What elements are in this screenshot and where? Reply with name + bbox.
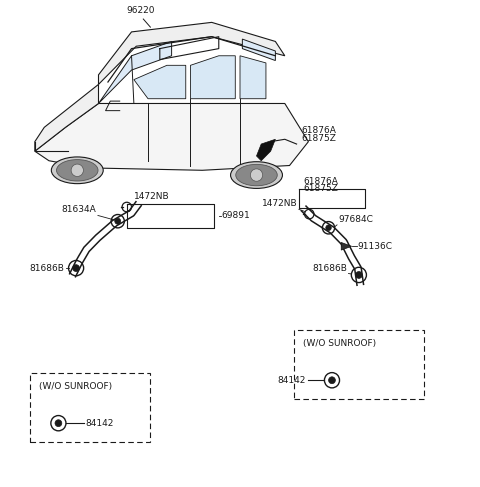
- Polygon shape: [35, 84, 98, 151]
- Text: 97684C: 97684C: [338, 215, 373, 224]
- Text: 61876A: 61876A: [304, 177, 338, 186]
- Circle shape: [71, 164, 84, 176]
- Text: 1472NB: 1472NB: [262, 199, 298, 208]
- Text: 81686B: 81686B: [29, 263, 64, 273]
- Text: 61876A: 61876A: [301, 127, 336, 135]
- Bar: [294, 330, 424, 399]
- Circle shape: [251, 169, 263, 181]
- Ellipse shape: [236, 165, 277, 186]
- Text: 1472NB: 1472NB: [134, 192, 169, 201]
- Text: 84142: 84142: [277, 376, 306, 385]
- Text: 69891: 69891: [221, 211, 250, 220]
- Polygon shape: [35, 103, 308, 170]
- Circle shape: [55, 420, 62, 427]
- Polygon shape: [256, 139, 276, 161]
- Polygon shape: [341, 243, 352, 250]
- Ellipse shape: [51, 157, 103, 184]
- Text: 91136C: 91136C: [358, 242, 393, 251]
- Circle shape: [326, 225, 331, 230]
- Polygon shape: [98, 41, 172, 103]
- Circle shape: [356, 272, 362, 279]
- Bar: [30, 373, 150, 442]
- Polygon shape: [134, 65, 186, 99]
- Circle shape: [72, 264, 80, 272]
- Text: (W/O SUNROOF): (W/O SUNROOF): [303, 339, 376, 348]
- Polygon shape: [242, 39, 276, 60]
- Text: 81634A: 81634A: [62, 205, 96, 214]
- Ellipse shape: [230, 162, 282, 188]
- Circle shape: [115, 218, 120, 224]
- Polygon shape: [98, 22, 285, 84]
- Circle shape: [329, 377, 336, 384]
- Text: 84142: 84142: [86, 419, 114, 428]
- Polygon shape: [240, 56, 266, 99]
- Text: 81686B: 81686B: [312, 263, 347, 273]
- Text: 61875Z: 61875Z: [301, 133, 336, 143]
- Text: (W/O SUNROOF): (W/O SUNROOF): [38, 382, 112, 391]
- Ellipse shape: [57, 160, 98, 181]
- Polygon shape: [191, 56, 235, 99]
- Text: 61875Z: 61875Z: [304, 184, 338, 193]
- Text: 96220: 96220: [127, 6, 155, 15]
